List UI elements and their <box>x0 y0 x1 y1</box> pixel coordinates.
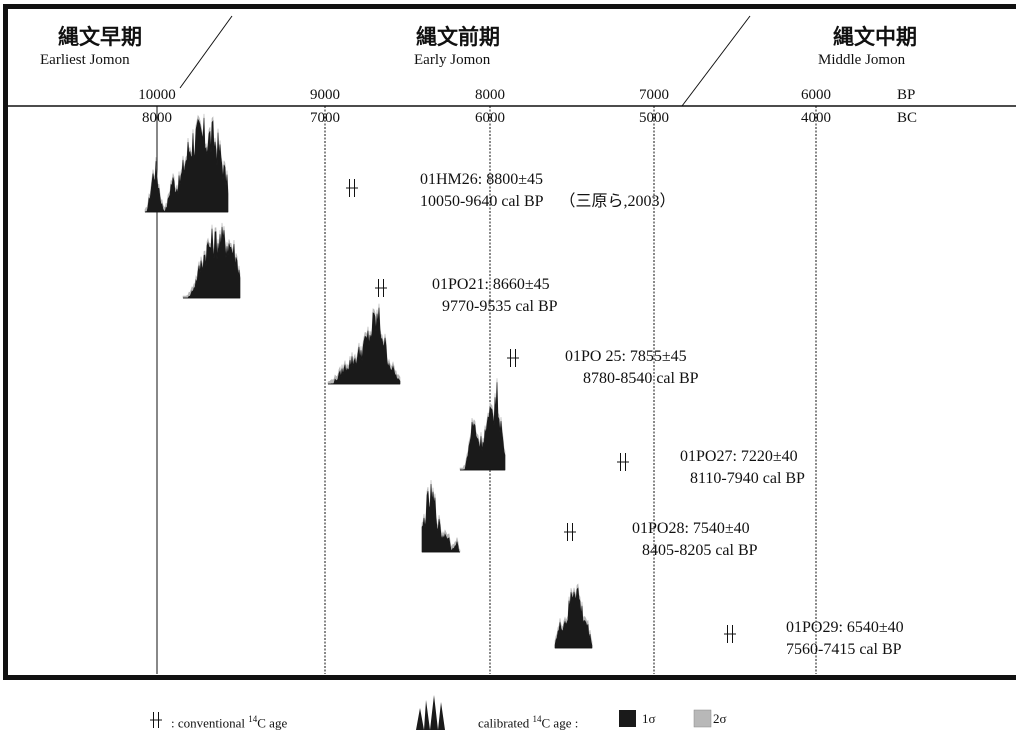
legend-conventional: : conventional 14C age <box>171 714 288 731</box>
sample-label-01po29: 01PO29: 6540±40 7560-7415 cal BP <box>786 619 904 658</box>
sample-label-01po25: 01PO 25: 7855±45 8780-8540 cal BP <box>565 348 699 387</box>
legend-calibrated: calibrated 14C age : <box>478 714 579 731</box>
reference-note: （三原ら,2003） <box>559 193 676 210</box>
bp-tick-label: 8000 <box>475 87 505 103</box>
period-middle-en: Middle Jomon <box>818 52 906 68</box>
period-boundary-line <box>681 15 751 107</box>
bc-unit-label: BC <box>897 110 918 126</box>
bp-unit-label: BP <box>897 87 916 103</box>
period-middle-jp: 縄文中期 <box>833 25 917 49</box>
calibrated-distribution-1sigma <box>421 483 460 553</box>
sample-label-01hm26: 01HM26: 8800±45 10050-9640 cal BP （三原ら,2… <box>420 171 676 210</box>
period-early-en: Early Jomon <box>414 52 491 68</box>
bp-tick-label: 9000 <box>310 87 340 103</box>
legend-sigma1-label: 1σ <box>642 711 656 726</box>
sample-label-01po21: 01PO21: 8660±45 9770-9535 cal BP <box>432 276 558 315</box>
calibrated-distribution-1sigma <box>144 117 229 213</box>
period-earliest-jp: 縄文早期 <box>58 25 142 49</box>
calibrated-distribution-1sigma <box>328 307 401 385</box>
period-boundary-line <box>179 15 233 89</box>
legend-distribution-icon <box>416 695 445 730</box>
calibrated-distribution-1sigma <box>183 226 241 299</box>
legend-sigma2-label: 2σ <box>713 711 727 726</box>
period-early-jp: 縄文前期 <box>416 25 500 49</box>
chart-frame <box>3 4 1016 680</box>
bp-tick-label: 6000 <box>801 87 831 103</box>
bp-tick-label: 7000 <box>639 87 669 103</box>
calibrated-distribution-1sigma <box>460 382 506 471</box>
calibrated-distribution-1sigma <box>554 587 593 649</box>
sample-label-01po28: 01PO28: 7540±40 8405-8205 cal BP <box>632 520 758 559</box>
legend-sigma1-swatch <box>619 710 636 727</box>
bp-tick-label: 10000 <box>138 87 176 103</box>
period-earliest-en: Earliest Jomon <box>40 52 130 68</box>
legend-sigma2-swatch <box>693 709 712 728</box>
sample-label-01po27: 01PO27: 7220±40 8110-7940 cal BP <box>680 448 805 487</box>
